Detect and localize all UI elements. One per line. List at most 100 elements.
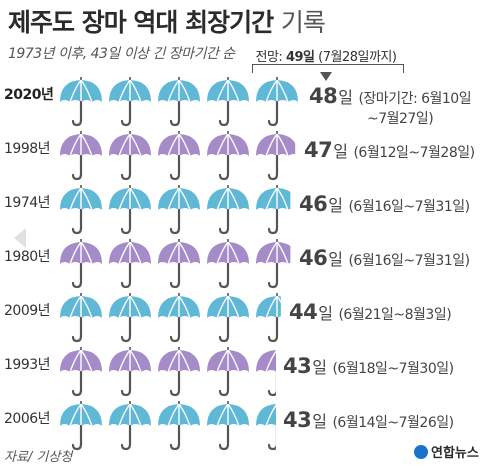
umbrella-icon (205, 238, 251, 294)
logo-icon (414, 445, 428, 459)
umbrella-icon (205, 400, 251, 456)
umbrella-icon (156, 76, 202, 132)
date-range: (6월14일~7월26일) (332, 415, 454, 431)
umbrella-group (58, 400, 288, 456)
umbrella-icon (107, 76, 153, 132)
umbrella-icon (156, 292, 202, 348)
date-range: (6월16일~7월31일) (348, 199, 470, 215)
title-main: 제주도 장마 역대 최장기간 (8, 8, 274, 37)
forecast-bracket (252, 64, 404, 73)
row-year-label: 2009년 (4, 303, 51, 319)
news-logo: 연합뉴스 (414, 442, 479, 461)
forecast-arrow-icon (320, 72, 332, 81)
days-unit: 일 (328, 196, 343, 215)
umbrella-group (58, 292, 288, 348)
umbrella-group (58, 346, 288, 402)
days-unit: 일 (338, 88, 353, 107)
umbrella-icon (205, 292, 251, 348)
pictograph-row: 2020년 48일 (장마기간: 6월10일 ~7월27일) (0, 76, 490, 132)
umbrella-icon (58, 184, 104, 240)
umbrella-icon (205, 76, 251, 132)
umbrella-group (58, 76, 298, 132)
days-unit: 일 (333, 142, 348, 161)
umbrella-icon (254, 238, 300, 294)
chart-title: 제주도 장마 역대 최장기간 기록 (8, 3, 326, 39)
subtitle: 1973년 이후, 43일 이상 긴 장마기간 순 (8, 46, 235, 62)
umbrella-icon (156, 130, 202, 186)
days-value: 47 (304, 138, 333, 162)
umbrella-icon (107, 346, 153, 402)
pictograph-row: 1980년 46일 (6월16일~7월31일) (0, 238, 490, 294)
umbrella-group (58, 130, 296, 186)
umbrella-icon (58, 346, 104, 402)
umbrella-icon (58, 130, 104, 186)
umbrella-icon (156, 400, 202, 456)
umbrella-icon (156, 184, 202, 240)
days-value: 44 (289, 300, 318, 324)
days-value: 43 (283, 354, 312, 378)
row-year-label: 2006년 (4, 411, 51, 427)
umbrella-icon (254, 292, 300, 348)
umbrella-icon (156, 238, 202, 294)
days-unit: 일 (328, 250, 343, 269)
date-range-continued: ~7월27일) (367, 111, 434, 127)
umbrella-icon (205, 184, 251, 240)
row-days-label: 46일 (6월16일~7월31일) (299, 246, 470, 270)
umbrella-icon (107, 130, 153, 186)
umbrella-icon (107, 184, 153, 240)
umbrella-group (58, 184, 291, 240)
row-days-label: 43일 (6월18일~7월30일) (283, 354, 454, 378)
pictograph-row: 2009년 44일 (6월21일~8월3일) (0, 292, 490, 348)
days-value: 43 (283, 408, 312, 432)
row-year-label: 1974년 (4, 195, 51, 211)
pictograph-row: 2006년 43일 (6월14일~7월26일) (0, 400, 490, 456)
days-unit: 일 (312, 358, 327, 377)
umbrella-icon (58, 292, 104, 348)
forecast-days: 49일 (285, 50, 315, 65)
forecast-prefix: 전망: (255, 50, 283, 65)
row-year-label: 1993년 (4, 357, 51, 373)
umbrella-icon (107, 400, 153, 456)
umbrella-icon (58, 400, 104, 456)
umbrella-icon (58, 238, 104, 294)
row-year-label: 1998년 (4, 141, 51, 157)
title-light: 기록 (280, 8, 326, 37)
row-days-label: 46일 (6월16일~7월31일) (299, 192, 470, 216)
umbrella-icon (205, 130, 251, 186)
row-year-label: 2020년 (4, 87, 54, 103)
umbrella-icon (107, 292, 153, 348)
umbrella-icon (205, 346, 251, 402)
logo-text: 연합뉴스 (431, 446, 479, 461)
forecast-note: 전망: 49일 (7월28일까지) (252, 46, 400, 65)
forecast-range: (7월28일까지) (318, 50, 397, 65)
row-year-label: 1980년 (4, 249, 51, 265)
pictograph-row: 1998년 47일 (6월12일~7월28일) (0, 130, 490, 186)
umbrella-icon (254, 400, 300, 456)
days-unit: 일 (312, 412, 327, 431)
umbrella-icon (254, 76, 300, 132)
scroll-left-icon (14, 228, 26, 248)
umbrella-group (58, 238, 291, 294)
umbrella-icon (254, 130, 300, 186)
umbrella-icon (254, 346, 300, 402)
date-range: (6월12일~7월28일) (353, 145, 475, 161)
row-days-label: 43일 (6월14일~7월26일) (283, 408, 454, 432)
umbrella-icon (156, 346, 202, 402)
date-range: (6월21일~8월3일) (338, 307, 452, 323)
days-value: 48 (309, 84, 338, 108)
source-note: 자료/ 기상청 (4, 450, 73, 465)
days-value: 46 (299, 192, 328, 216)
date-range: (장마기간: 6월10일 (358, 91, 472, 107)
umbrella-icon (107, 238, 153, 294)
row-days-label: 44일 (6월21일~8월3일) (289, 300, 452, 324)
umbrella-icon (254, 184, 300, 240)
umbrella-icon (58, 76, 104, 132)
row-days-label: 47일 (6월12일~7월28일) (304, 138, 475, 162)
date-range: (6월18일~7월30일) (332, 361, 454, 377)
row-days-label: 48일 (장마기간: 6월10일 (309, 84, 472, 108)
days-value: 46 (299, 246, 328, 270)
days-unit: 일 (318, 304, 333, 323)
date-range: (6월16일~7월31일) (348, 253, 470, 269)
pictograph-row: 1974년 46일 (6월16일~7월31일) (0, 184, 490, 240)
pictograph-row: 1993년 43일 (6월18일~7월30일) (0, 346, 490, 402)
